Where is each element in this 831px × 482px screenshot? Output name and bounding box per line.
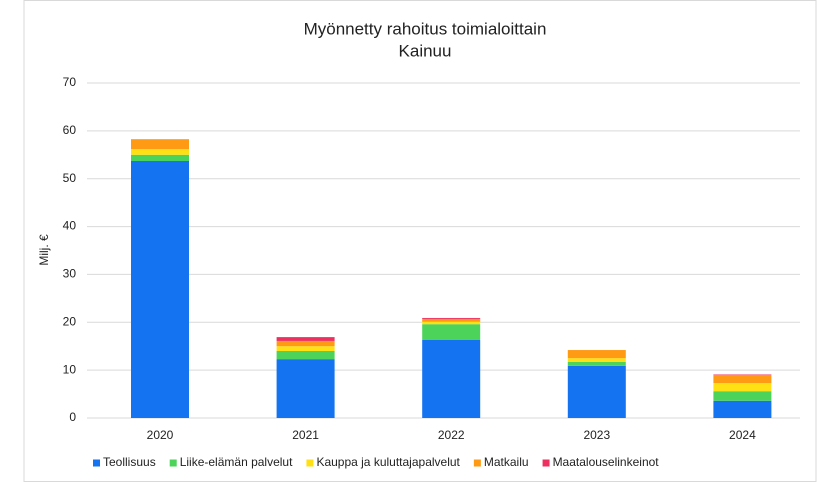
legend-label: Kauppa ja kuluttajapalvelut xyxy=(316,455,460,469)
bar-segment xyxy=(567,358,626,363)
bar-segment xyxy=(713,383,772,392)
chart-subtitle: Kainuu xyxy=(399,41,452,60)
bar-segment xyxy=(276,351,335,360)
bar-segment xyxy=(567,365,626,418)
bar-segment xyxy=(422,318,481,322)
legend-label: Matkailu xyxy=(484,455,529,469)
bar-segment xyxy=(713,374,772,384)
legend-swatch xyxy=(306,459,314,467)
y-axis-label: Milj. € xyxy=(37,234,51,266)
x-tick-label: 2020 xyxy=(147,428,174,442)
y-tick-label: 60 xyxy=(63,123,77,137)
legend-label: Maatalouselinkeinot xyxy=(553,455,660,469)
bar-segment xyxy=(131,161,189,418)
y-tick-label: 10 xyxy=(63,362,77,376)
bar-segment xyxy=(422,339,481,418)
legend-swatch xyxy=(473,459,481,467)
bar-segment xyxy=(713,400,772,418)
y-tick-label: 40 xyxy=(63,219,77,233)
x-tick-label: 2022 xyxy=(438,428,465,442)
bar-segment xyxy=(276,337,335,341)
legend-label: Liike-elämän palvelut xyxy=(180,455,293,469)
x-tick-label: 2023 xyxy=(583,428,610,442)
legend-swatch xyxy=(542,459,550,467)
bar-segment xyxy=(422,321,481,325)
legend-swatch xyxy=(93,459,100,467)
bar-segment xyxy=(567,350,626,359)
bar-segment xyxy=(422,324,481,340)
bar-segment xyxy=(422,317,481,319)
y-tick-label: 50 xyxy=(63,171,77,185)
bar-segment xyxy=(567,362,626,366)
y-tick-label: 70 xyxy=(63,75,77,89)
y-tick-label: 20 xyxy=(63,314,77,328)
y-tick-label: 30 xyxy=(63,267,77,281)
legend-swatch xyxy=(169,459,177,467)
bar-segment xyxy=(713,391,772,401)
chart-title: Myönnetty rahoitus toimialoittain xyxy=(304,19,547,38)
x-tick-label: 2024 xyxy=(729,428,756,442)
bar-segment xyxy=(131,149,189,155)
bar-segment xyxy=(276,340,335,347)
y-tick-label: 0 xyxy=(69,410,76,424)
bar-segment xyxy=(276,359,335,418)
legend-label: Teollisuus xyxy=(103,455,156,469)
bar-segment xyxy=(131,154,189,162)
bar-segment xyxy=(131,139,189,150)
x-tick-label: 2021 xyxy=(292,428,319,442)
bar-segment xyxy=(276,346,335,351)
